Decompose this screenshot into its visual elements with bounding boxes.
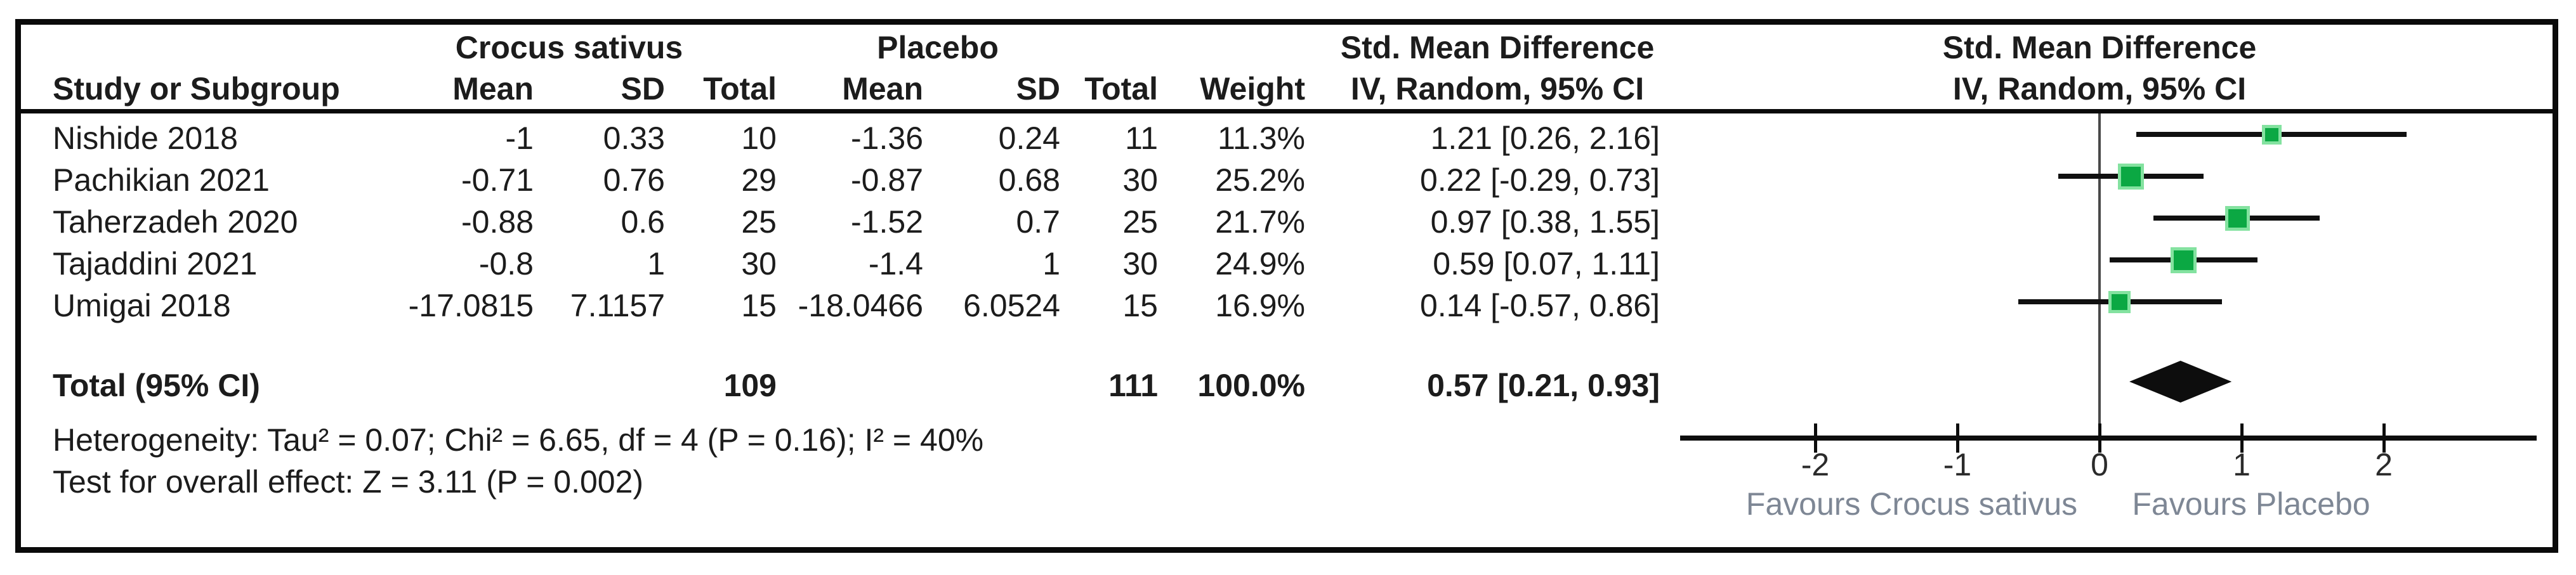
group-header-placebo: Placebo: [877, 30, 999, 65]
study-weight: 21.7%: [1215, 204, 1305, 240]
study-mean2: -1.4: [868, 246, 923, 281]
study-sd2: 0.24: [998, 120, 1060, 156]
study-total2: 11: [1125, 120, 1158, 156]
overall-effect-stats: Test for overall effect: Z = 3.11 (P = 0…: [53, 464, 644, 500]
study-mean2: -1.52: [851, 204, 923, 240]
study-mean1: -17.0815: [408, 288, 534, 323]
total-weight: 100.0%: [1197, 368, 1305, 403]
group-header-treatment: Crocus sativus: [455, 30, 683, 65]
study-ci: 0.22 [-0.29, 0.73]: [1419, 162, 1660, 198]
favours-right-label: Favours Placebo: [2132, 486, 2370, 522]
axis-tick: [1956, 423, 1959, 453]
study-name: Nishide 2018: [53, 120, 238, 156]
zero-line: [2098, 113, 2101, 453]
study-total1: 30: [741, 246, 777, 281]
study-weight: 16.9%: [1215, 288, 1305, 323]
study-sd1: 0.33: [603, 120, 665, 156]
study-marker: [2224, 205, 2250, 231]
study-sd2: 0.68: [998, 162, 1060, 198]
study-mean2: -1.36: [851, 120, 923, 156]
study-total1: 15: [741, 288, 777, 323]
figure-border: [15, 19, 2558, 553]
study-total2: 15: [1122, 288, 1158, 323]
study-marker: [2108, 290, 2131, 313]
study-name: Pachikian 2021: [53, 162, 270, 198]
study-sd2: 6.0524: [963, 288, 1060, 323]
study-ci: 1.21 [0.26, 2.16]: [1430, 120, 1660, 156]
study-weight: 11.3%: [1217, 120, 1305, 156]
col-header-total2: Total: [1084, 71, 1158, 107]
col-header-weight: Weight: [1200, 71, 1305, 107]
axis-tick: [2382, 423, 2386, 453]
study-mean1: -0.71: [461, 162, 534, 198]
study-total2: 30: [1122, 246, 1158, 281]
study-sd2: 1: [1042, 246, 1060, 281]
study-name: Umigai 2018: [53, 288, 231, 323]
study-sd1: 0.6: [621, 204, 665, 240]
axis-tick-label: 2: [2375, 447, 2393, 482]
col-header-total1: Total: [703, 71, 777, 107]
study-mean1: -0.8: [478, 246, 534, 281]
plot-header-line2: IV, Random, 95% CI: [1952, 71, 2247, 107]
study-weight: 24.9%: [1215, 246, 1305, 281]
study-name: Tajaddini 2021: [53, 246, 258, 281]
axis-tick-label: -1: [1943, 447, 1972, 482]
study-sd1: 0.76: [603, 162, 665, 198]
study-weight: 25.2%: [1215, 162, 1305, 198]
col-header-sd1: SD: [621, 71, 665, 107]
col-header-mean1: Mean: [452, 71, 534, 107]
axis-tick: [2098, 423, 2101, 453]
study-name: Taherzadeh 2020: [53, 204, 298, 240]
plot-header-line1: Std. Mean Difference: [1942, 30, 2257, 65]
study-marker: [2117, 163, 2144, 190]
study-ci: 0.59 [0.07, 1.11]: [1433, 246, 1660, 281]
study-sd2: 0.7: [1016, 204, 1060, 240]
total-ci: 0.57 [0.21, 0.93]: [1427, 368, 1660, 403]
study-total2: 30: [1122, 162, 1158, 198]
total-label: Total (95% CI): [53, 368, 260, 403]
total-n-treatment: 109: [723, 368, 777, 403]
study-ci: 0.14 [-0.57, 0.86]: [1419, 288, 1660, 323]
heterogeneity-stats: Heterogeneity: Tau² = 0.07; Chi² = 6.65,…: [53, 422, 984, 458]
study-ci: 0.97 [0.38, 1.55]: [1430, 204, 1660, 240]
study-total1: 25: [741, 204, 777, 240]
study-mean2: -0.87: [851, 162, 923, 198]
study-total2: 25: [1122, 204, 1158, 240]
axis-tick: [1814, 423, 1817, 453]
study-total1: 29: [741, 162, 777, 198]
col-header-method: IV, Random, 95% CI: [1350, 71, 1645, 107]
axis-tick-label: 0: [2091, 447, 2108, 482]
axis-tick-label: -2: [1801, 447, 1830, 482]
study-mean2: -18.0466: [798, 288, 923, 323]
study-mean1: -1: [505, 120, 534, 156]
axis-tick: [2240, 423, 2244, 453]
study-mean1: -0.88: [461, 204, 534, 240]
col-header-study: Study or Subgroup: [53, 71, 340, 107]
study-marker: [2170, 247, 2197, 273]
col-header-sd2: SD: [1016, 71, 1060, 107]
favours-left-label: Favours Crocus sativus: [1745, 486, 2078, 522]
study-sd1: 1: [647, 246, 665, 281]
smd-column-header: Std. Mean Difference: [1340, 30, 1655, 65]
study-sd1: 7.1157: [570, 288, 665, 323]
header-rule: [21, 109, 2553, 113]
study-marker: [2261, 124, 2282, 145]
study-total1: 10: [741, 120, 777, 156]
col-header-mean2: Mean: [842, 71, 923, 107]
x-axis: [1680, 436, 2537, 441]
total-n-placebo: 111: [1108, 368, 1158, 403]
axis-tick-label: 1: [2233, 447, 2251, 482]
